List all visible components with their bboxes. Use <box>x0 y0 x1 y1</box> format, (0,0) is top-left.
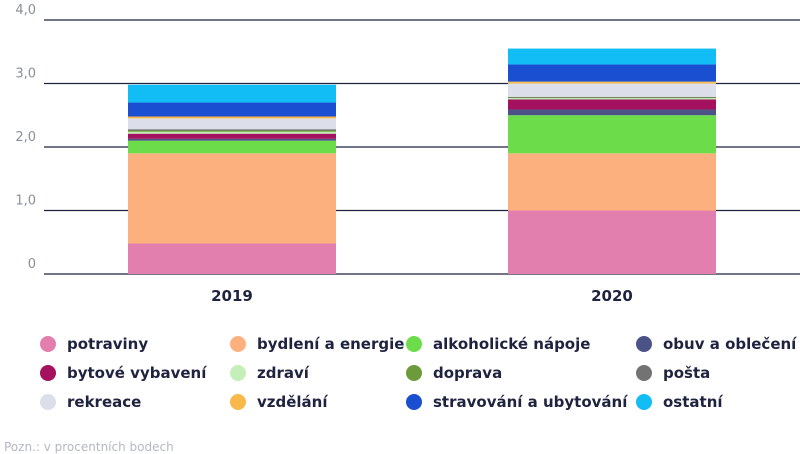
stacked-bar-2019 <box>128 84 336 274</box>
legend-label: zdraví <box>257 364 309 382</box>
bar-segment <box>128 129 336 131</box>
bar-segment <box>128 102 336 117</box>
legend-item: rekreace <box>40 391 230 413</box>
legend-item: ostatní <box>636 391 800 413</box>
x-category-label: 2020 <box>591 287 633 305</box>
legend-label: ostatní <box>663 393 723 411</box>
bar-segment <box>128 133 336 139</box>
legend-item: zdraví <box>230 362 406 384</box>
bar-segment <box>508 153 716 211</box>
legend-item: obuv a oblečení <box>636 333 800 355</box>
y-tick-label: 2,0 <box>15 130 36 145</box>
bar-segment <box>508 210 716 274</box>
y-tick-label: 4,0 <box>15 3 36 18</box>
legend-item: stravování a ubytování <box>406 391 636 413</box>
legend-label: bydlení a energie <box>257 335 405 353</box>
legend-swatch <box>636 365 652 381</box>
legend-label: potraviny <box>67 335 149 353</box>
bar-segment <box>508 83 716 97</box>
legend-swatch <box>40 336 56 352</box>
bar-segment <box>128 153 336 244</box>
legend-swatch <box>40 365 56 381</box>
bar-segment <box>508 96 716 98</box>
bar-segment <box>508 115 716 154</box>
bar-segment <box>128 130 336 132</box>
bar-segment <box>128 118 336 130</box>
bars <box>128 48 716 274</box>
bar-segment <box>128 131 336 134</box>
legend-item: vzdělání <box>230 391 406 413</box>
legend-label: bytové vybavení <box>67 364 207 382</box>
x-axis-categories: 2019 2020 <box>211 287 633 305</box>
legend-label: vzdělání <box>257 393 328 411</box>
y-axis-ticks: 0 1,0 2,0 3,0 4,0 <box>15 3 36 272</box>
legend-label: obuv a oblečení <box>663 335 797 353</box>
legend-label: stravování a ubytování <box>433 393 628 411</box>
bar-segment <box>508 81 716 84</box>
y-tick-label: 3,0 <box>15 67 36 82</box>
bar-segment <box>508 98 716 100</box>
bar-segment <box>508 109 716 116</box>
bar-segment <box>128 84 336 103</box>
legend-label: doprava <box>433 364 503 382</box>
legend-label: rekreace <box>67 393 142 411</box>
bar-segment <box>508 99 716 110</box>
legend-swatch <box>406 365 422 381</box>
bar-segment <box>508 48 716 65</box>
bar-segment <box>508 97 716 99</box>
legend-item: bydlení a energie <box>230 333 406 355</box>
y-tick-label: 1,0 <box>15 194 36 209</box>
stacked-bar-chart: 0 1,0 2,0 3,0 4,0 2019 2020 <box>15 3 800 305</box>
legend-swatch <box>230 394 246 410</box>
legend-label: pošta <box>663 364 711 382</box>
legend-swatch <box>636 394 652 410</box>
y-tick-label: 0 <box>28 257 36 272</box>
bar-segment <box>508 64 716 82</box>
legend-swatch <box>406 394 422 410</box>
legend-swatch <box>406 336 422 352</box>
legend-swatch <box>230 365 246 381</box>
legend-label: alkoholické nápoje <box>433 335 591 353</box>
x-category-label: 2019 <box>211 287 253 305</box>
legend-item: potraviny <box>40 333 230 355</box>
legend: potraviny bydlení a energie alkoholické ná… <box>40 333 800 413</box>
legend-swatch <box>230 336 246 352</box>
bar-segment <box>128 116 336 119</box>
legend-item: bytové vybavení <box>40 362 230 384</box>
stacked-bar-2020 <box>508 48 716 274</box>
bar-segment <box>128 243 336 274</box>
bar-segment <box>128 138 336 141</box>
chart-note: Pozn.: v procentních bodech <box>4 440 174 454</box>
legend-swatch <box>636 336 652 352</box>
legend-item: alkoholické nápoje <box>406 333 636 355</box>
legend-swatch <box>40 394 56 410</box>
legend-item: pošta <box>636 362 800 384</box>
legend-item: doprava <box>406 362 636 384</box>
bar-segment <box>128 140 336 154</box>
